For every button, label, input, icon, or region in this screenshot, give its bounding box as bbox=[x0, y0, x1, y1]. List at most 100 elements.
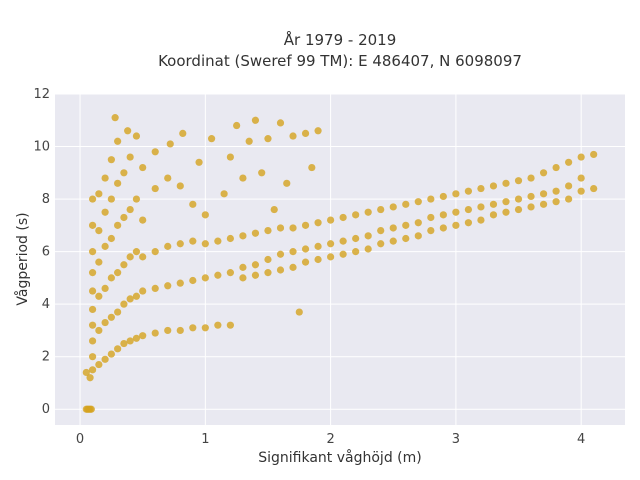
data-point bbox=[477, 216, 485, 224]
data-point bbox=[114, 179, 122, 187]
y-axis-ticks: 0 2 4 6 8 10 12 bbox=[33, 87, 50, 417]
data-point bbox=[414, 219, 422, 227]
data-point bbox=[239, 263, 247, 271]
data-point bbox=[364, 232, 372, 240]
x-axis-label: Signifikant våghöjd (m) bbox=[258, 449, 421, 466]
data-point bbox=[214, 271, 222, 279]
data-point bbox=[151, 284, 159, 292]
data-point bbox=[527, 203, 535, 211]
data-point bbox=[514, 195, 523, 203]
data-point bbox=[364, 208, 372, 216]
data-point bbox=[477, 203, 485, 211]
data-point bbox=[179, 129, 187, 138]
data-point bbox=[88, 287, 97, 295]
data-point bbox=[452, 190, 460, 198]
data-point bbox=[402, 200, 410, 208]
data-point bbox=[352, 211, 360, 219]
data-point bbox=[226, 269, 234, 277]
data-point bbox=[377, 227, 385, 235]
y-tick-label: 2 bbox=[42, 350, 50, 365]
data-point bbox=[289, 263, 297, 271]
data-point bbox=[195, 158, 203, 166]
data-point bbox=[264, 255, 272, 264]
data-point bbox=[139, 163, 147, 172]
data-point bbox=[176, 326, 184, 335]
data-point bbox=[139, 253, 147, 261]
data-point bbox=[124, 127, 132, 135]
data-point bbox=[226, 321, 234, 329]
data-point bbox=[276, 224, 285, 232]
data-point bbox=[95, 227, 103, 235]
data-point bbox=[86, 374, 94, 382]
data-point bbox=[126, 205, 134, 214]
data-point bbox=[264, 269, 272, 277]
data-point bbox=[189, 237, 197, 245]
data-point bbox=[101, 174, 109, 182]
data-point bbox=[95, 292, 103, 300]
data-point bbox=[95, 326, 103, 335]
data-point bbox=[327, 253, 335, 261]
data-point bbox=[107, 313, 115, 321]
data-point bbox=[314, 219, 322, 227]
x-tick-label: 2 bbox=[326, 432, 334, 447]
data-point bbox=[377, 240, 385, 248]
data-point bbox=[339, 237, 347, 245]
data-point bbox=[439, 224, 447, 232]
data-point bbox=[270, 205, 278, 214]
data-point bbox=[120, 300, 128, 308]
data-point bbox=[126, 295, 134, 303]
data-point bbox=[87, 405, 95, 413]
data-point bbox=[276, 266, 285, 274]
data-point bbox=[176, 240, 184, 248]
data-point bbox=[107, 274, 115, 282]
data-point bbox=[239, 232, 247, 240]
data-point bbox=[120, 213, 128, 222]
data-point bbox=[539, 169, 548, 177]
data-point bbox=[88, 248, 97, 256]
data-point bbox=[514, 177, 523, 185]
data-point bbox=[427, 195, 435, 203]
data-point bbox=[214, 237, 222, 245]
data-point bbox=[402, 234, 410, 243]
data-point bbox=[502, 208, 510, 216]
data-point bbox=[189, 276, 197, 285]
data-point bbox=[527, 174, 535, 182]
data-point bbox=[176, 182, 184, 190]
data-point bbox=[251, 116, 260, 124]
data-point bbox=[289, 132, 297, 140]
data-point bbox=[114, 221, 122, 229]
data-point bbox=[565, 158, 573, 166]
data-point bbox=[489, 200, 498, 208]
data-point bbox=[577, 187, 585, 195]
data-point bbox=[88, 366, 97, 374]
x-axis-ticks: 0 1 2 3 4 bbox=[76, 432, 585, 447]
data-point bbox=[590, 184, 598, 193]
data-point bbox=[82, 368, 90, 377]
data-point bbox=[301, 129, 310, 138]
data-point bbox=[88, 337, 97, 345]
data-point bbox=[276, 119, 285, 127]
data-point bbox=[164, 242, 172, 250]
data-point bbox=[552, 187, 560, 195]
data-point bbox=[452, 221, 460, 229]
data-point bbox=[132, 195, 141, 203]
data-point bbox=[151, 184, 159, 193]
data-point bbox=[201, 240, 209, 248]
data-point bbox=[314, 255, 322, 264]
y-tick-label: 10 bbox=[33, 140, 50, 155]
data-point bbox=[107, 156, 115, 164]
data-point bbox=[233, 121, 241, 130]
data-point bbox=[120, 261, 128, 269]
data-point bbox=[577, 153, 585, 161]
data-point bbox=[439, 211, 447, 219]
data-point bbox=[88, 195, 97, 203]
data-point bbox=[552, 198, 560, 206]
data-point bbox=[207, 135, 216, 143]
data-point bbox=[107, 350, 115, 358]
data-point bbox=[120, 339, 128, 348]
data-point bbox=[151, 248, 159, 256]
data-point bbox=[527, 192, 535, 201]
data-point bbox=[88, 305, 97, 314]
x-tick-label: 0 bbox=[76, 432, 84, 447]
data-point bbox=[101, 208, 109, 216]
